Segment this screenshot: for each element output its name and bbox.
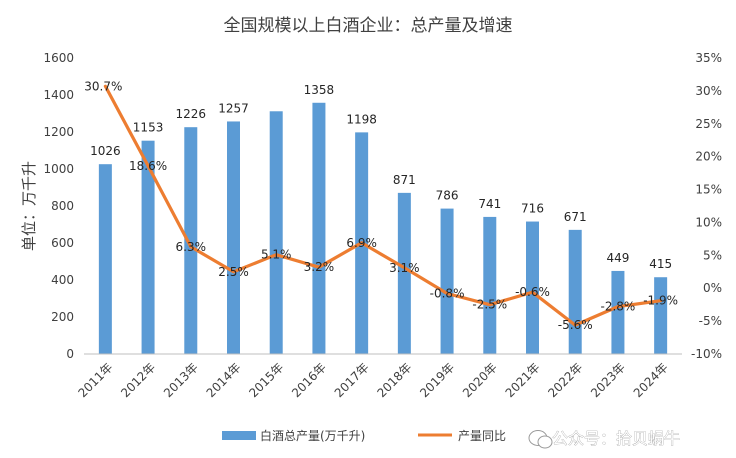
x-tick-label: 2016年 — [289, 360, 329, 400]
line-data-label: -0.8% — [430, 286, 465, 300]
y-tick-label: 800 — [51, 199, 74, 213]
y-tick-label: 1400 — [43, 88, 74, 102]
line-data-label: -2.5% — [472, 298, 507, 312]
bar-series — [98, 102, 668, 355]
y2-tick-label: 10% — [695, 215, 722, 229]
x-tick-label: 2024年 — [631, 360, 671, 400]
bar-data-label: 1226 — [176, 107, 207, 121]
bar-data-label: 786 — [436, 189, 459, 203]
x-tick-label: 2018年 — [374, 360, 414, 400]
x-tick-label: 2021年 — [503, 360, 543, 400]
legend: 白酒总产量(万千升) 产量同比 — [222, 428, 506, 443]
line-data-label: 3.1% — [389, 261, 420, 275]
line-data-label: 6.9% — [346, 236, 377, 250]
x-tick-label: 2023年 — [588, 360, 628, 400]
bar-data-labels: 1026 1153 1226 1257 1358 1198 871 786 741 716 671 4… — [90, 83, 672, 271]
line-data-label: 3.2% — [304, 260, 335, 274]
watermark: 公众号：拾贝蜗牛 — [528, 429, 680, 449]
line-data-labels: 30.7%18.6%6.3%2.5%5.1%3.2%6.9%3.1%-0.8%-… — [84, 79, 678, 332]
x-tick-label: 2014年 — [204, 360, 244, 400]
x-axis-ticks: 2011年 2012年 2013年 2014年 2015年 2016年 2017年 2018年… — [75, 360, 670, 400]
bar — [611, 270, 625, 354]
chart-title: 全国规模以上白酒企业：总产量及增速 — [224, 16, 513, 36]
bar — [184, 127, 198, 354]
line-data-label: -2.8% — [601, 300, 636, 314]
line-data-label: 5.1% — [261, 248, 292, 262]
y2-tick-label: 30% — [695, 84, 722, 98]
bar — [654, 277, 668, 354]
y2-tick-label: 5% — [703, 248, 722, 262]
bar-data-label: 1026 — [90, 144, 121, 158]
y-axis-ticks: 0 200 400 600 800 1000 1200 1400 1600 — [43, 51, 74, 361]
bar-data-label: 415 — [649, 257, 672, 271]
bar — [312, 102, 326, 355]
bar-data-label: 671 — [564, 210, 587, 224]
line-data-label: 18.6% — [129, 159, 167, 173]
bar — [440, 208, 454, 354]
y2-tick-label: 15% — [695, 183, 722, 197]
y2-axis-ticks: -10% -5% 0% 5% 10% 15% 20% 25% 30% 35% — [691, 51, 722, 361]
x-tick-label: 2022年 — [545, 360, 585, 400]
bar — [227, 121, 240, 354]
bar — [568, 229, 582, 354]
x-tick-label: 2011年 — [75, 360, 115, 400]
y2-tick-label: -5% — [699, 314, 722, 328]
y2-tick-label: -10% — [691, 347, 722, 361]
growth-line — [103, 84, 663, 327]
wechat-icon — [528, 430, 553, 449]
x-tick-label: 2015年 — [246, 360, 286, 400]
legend-bar-label: 白酒总产量(万千升) — [260, 428, 365, 443]
y-tick-label: 0 — [66, 347, 74, 361]
x-tick-label: 2020年 — [460, 360, 500, 400]
watermark-text: 公众号：拾贝蜗牛 — [552, 429, 680, 448]
bar-data-label: 716 — [521, 202, 544, 216]
y-tick-label: 1000 — [43, 162, 74, 176]
bar — [483, 216, 497, 354]
y-tick-label: 400 — [51, 273, 74, 287]
bar-data-label: 741 — [478, 197, 501, 211]
y-tick-label: 1200 — [43, 125, 74, 139]
legend-line-label: 产量同比 — [458, 429, 506, 443]
line-data-label: -5.6% — [558, 318, 593, 332]
line-data-label: -1.9% — [643, 294, 678, 308]
x-tick-label: 2013年 — [161, 360, 201, 400]
y-tick-label: 200 — [51, 310, 74, 324]
legend-bar-swatch — [222, 431, 256, 440]
bar-data-label: 1358 — [304, 83, 335, 97]
line-data-label: 6.3% — [176, 240, 207, 254]
x-tick-label: 2012年 — [118, 360, 158, 400]
y-tick-label: 600 — [51, 236, 74, 250]
bar — [269, 111, 283, 354]
bar — [98, 164, 112, 354]
bar — [141, 140, 155, 354]
y-tick-label: 1600 — [43, 51, 74, 65]
y-axis-label: 单位：万千升 — [20, 161, 38, 251]
line-data-label: 2.5% — [218, 265, 249, 279]
x-tick-label: 2019年 — [417, 360, 457, 400]
y2-tick-label: 20% — [695, 150, 722, 164]
line-data-label: 30.7% — [84, 79, 122, 93]
x-tick-label: 2017年 — [332, 360, 372, 400]
bar-data-label: 1198 — [346, 112, 377, 126]
bar-data-label: 449 — [606, 251, 629, 265]
bar — [526, 221, 539, 354]
y2-tick-label: 0% — [703, 281, 722, 295]
bar-data-label: 1153 — [133, 121, 164, 135]
line-data-label: -0.6% — [515, 285, 550, 299]
y2-tick-label: 35% — [695, 51, 722, 65]
bar — [397, 192, 411, 354]
y2-tick-label: 25% — [695, 117, 722, 131]
bar-data-label: 1257 — [218, 101, 249, 115]
bar-data-label: 871 — [393, 173, 416, 187]
